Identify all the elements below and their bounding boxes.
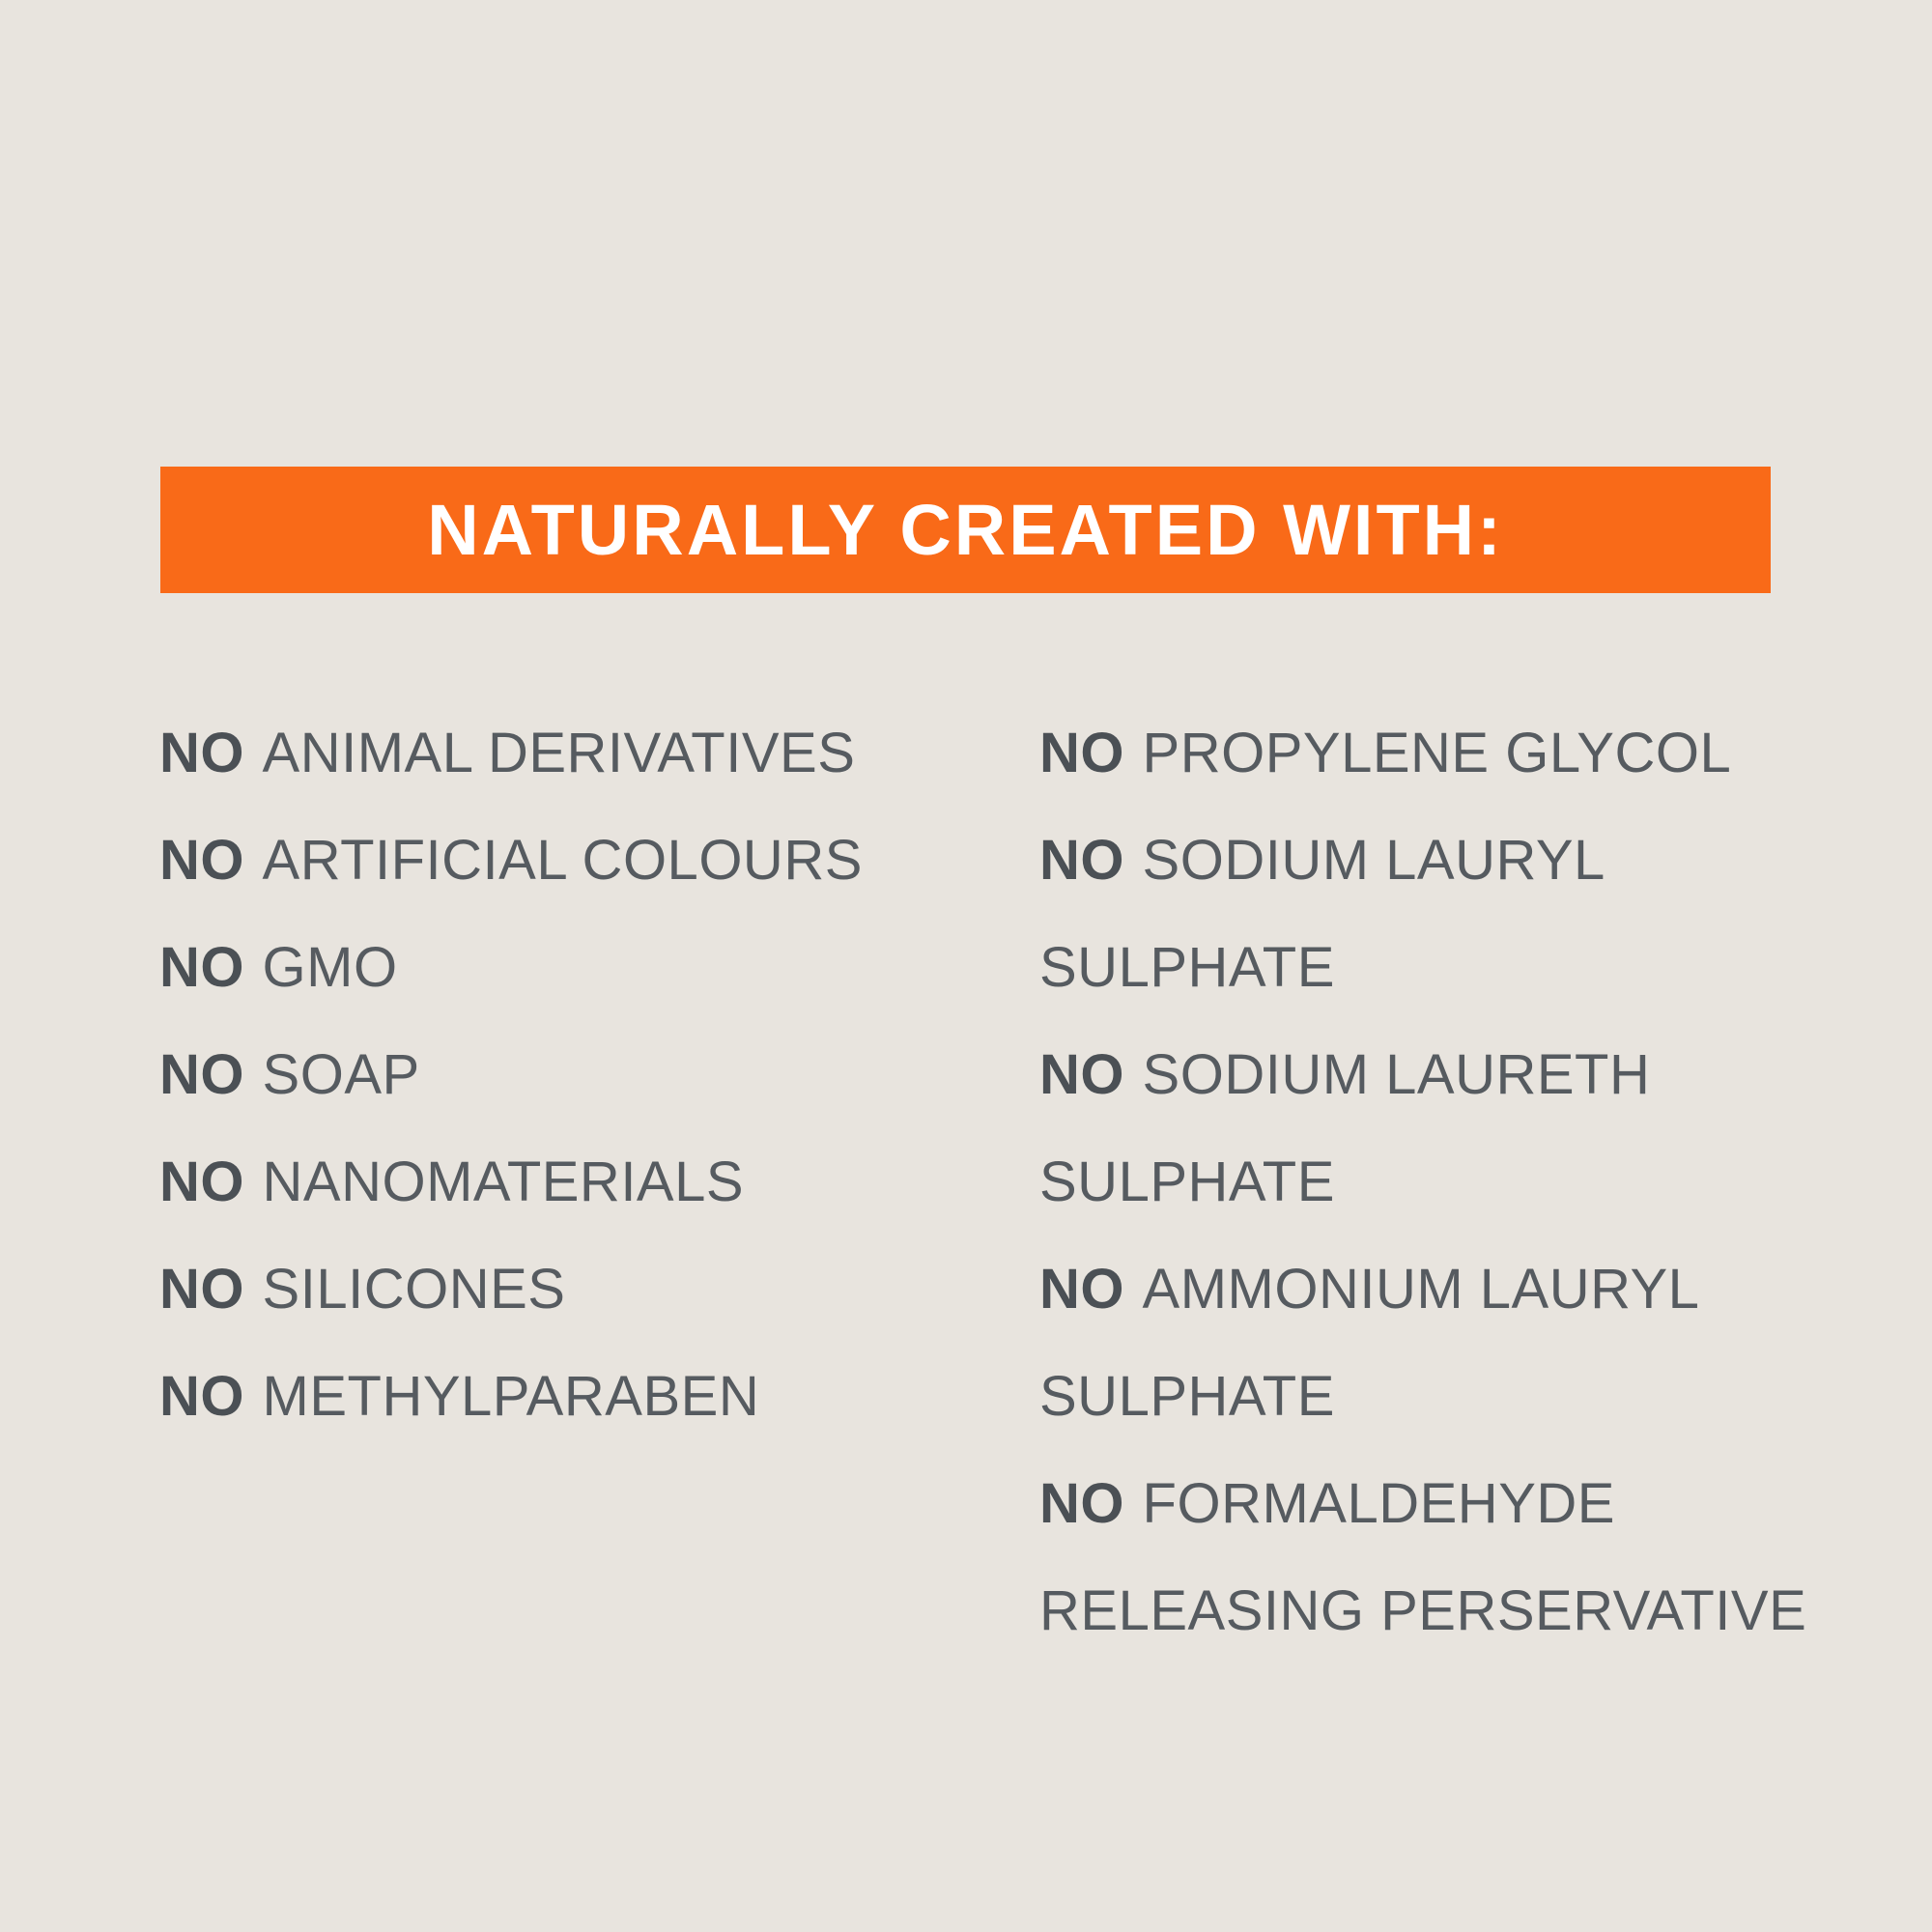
banner: NATURALLY CREATED WITH: — [160, 467, 1771, 593]
no-prefix: NO — [1039, 1472, 1124, 1535]
list-item: NO METHYLPARABEN — [159, 1343, 863, 1450]
no-prefix: NO — [159, 1258, 244, 1321]
no-prefix: NO — [1039, 1043, 1124, 1106]
item-label: METHYLPARABEN — [262, 1365, 760, 1428]
no-prefix: NO — [1039, 829, 1124, 892]
no-prefix: NO — [159, 829, 244, 892]
list-item: NO ARTIFICIAL COLOURS — [159, 807, 863, 914]
item-label: GMO — [262, 936, 398, 999]
item-label-wrap: RELEASING PERSERVATIVE — [1039, 1579, 1807, 1642]
item-label-wrap: SULPHATE — [1039, 1151, 1335, 1213]
item-label: NANOMATERIALS — [262, 1151, 745, 1213]
banner-title: NATURALLY CREATED WITH: — [427, 490, 1504, 570]
item-label: PROPYLENE GLYCOL — [1142, 722, 1732, 784]
item-label: SODIUM LAURETH — [1142, 1043, 1651, 1106]
list-item: NO SILICONES — [159, 1236, 863, 1343]
item-label: AMMONIUM LAURYL — [1142, 1258, 1700, 1321]
item-label: ANIMAL DERIVATIVES — [262, 722, 856, 784]
no-prefix: NO — [159, 936, 244, 999]
item-label: SOAP — [262, 1043, 420, 1106]
list-item: NO SOAP — [159, 1021, 863, 1128]
list-item: NO NANOMATERIALS — [159, 1128, 863, 1236]
no-prefix: NO — [159, 1043, 244, 1106]
no-prefix: NO — [159, 1365, 244, 1428]
no-prefix: NO — [159, 722, 244, 784]
no-prefix: NO — [159, 1151, 244, 1213]
list-item: NO PROPYLENE GLYCOL — [1039, 699, 1806, 807]
left-column: NO ANIMAL DERIVATIVES NO ARTIFICIAL COLOUR… — [159, 699, 863, 1450]
no-prefix: NO — [1039, 1258, 1124, 1321]
list-item: NO AMMONIUM LAURYL SULPHATE — [1039, 1236, 1806, 1450]
list-item: NO SODIUM LAURETH SULPHATE — [1039, 1021, 1806, 1236]
list-item: NO SODIUM LAURYL SULPHATE — [1039, 807, 1806, 1021]
item-label-wrap: SULPHATE — [1039, 936, 1335, 999]
item-label: FORMALDEHYDE — [1142, 1472, 1615, 1535]
right-column: NO PROPYLENE GLYCOL NO SODIUM LAURYL SULPH… — [1039, 699, 1806, 1664]
list-item: NO GMO — [159, 914, 863, 1021]
item-label-wrap: SULPHATE — [1039, 1365, 1335, 1428]
item-label: ARTIFICIAL COLOURS — [262, 829, 863, 892]
list-item: NO FORMALDEHYDE RELEASING PERSERVATIVE — [1039, 1450, 1806, 1664]
list-item: NO ANIMAL DERIVATIVES — [159, 699, 863, 807]
item-label: SODIUM LAURYL — [1142, 829, 1605, 892]
no-prefix: NO — [1039, 722, 1124, 784]
item-label: SILICONES — [262, 1258, 566, 1321]
